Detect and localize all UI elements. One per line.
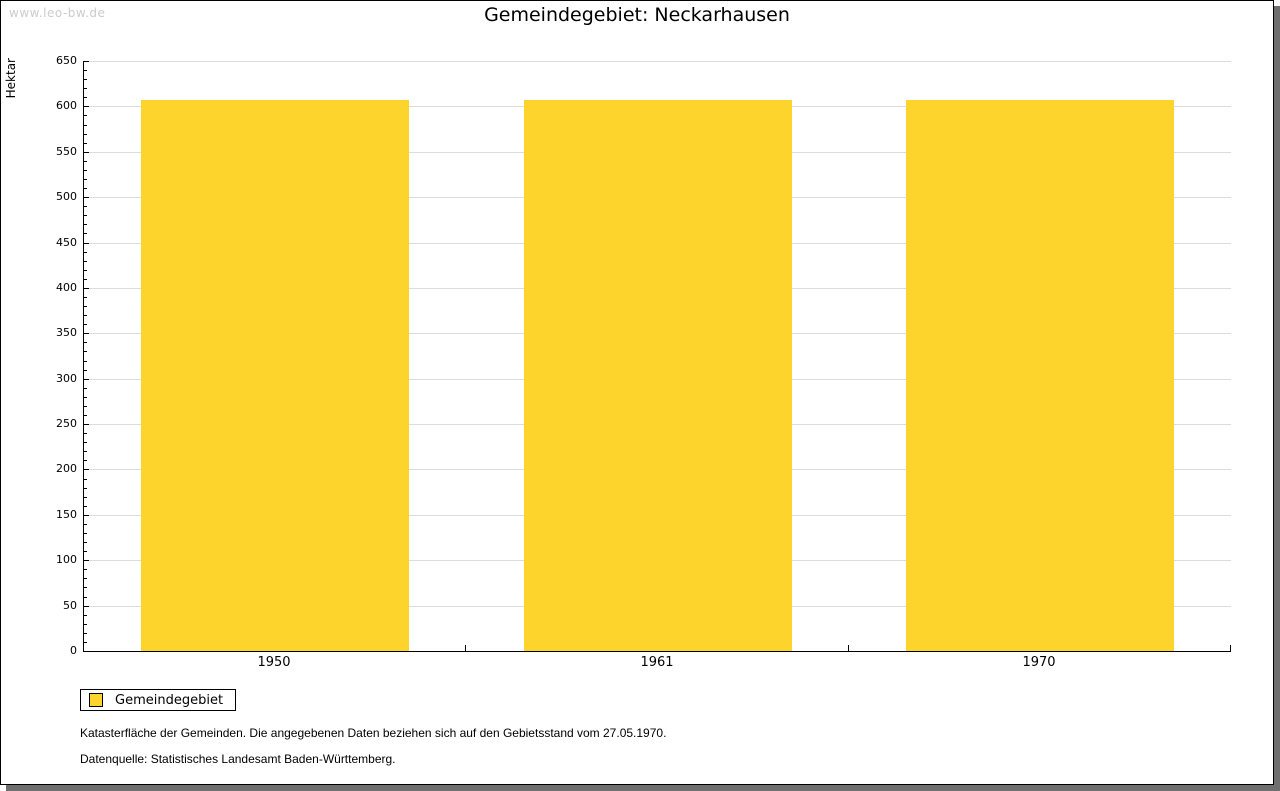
y-axis-minor-tick <box>84 451 87 452</box>
y-axis-tick-label: 350 <box>56 326 77 339</box>
y-axis-minor-tick <box>84 388 87 389</box>
y-axis-minor-tick <box>84 633 87 634</box>
y-axis-minor-tick <box>84 306 87 307</box>
y-axis-minor-tick <box>84 442 87 443</box>
y-axis-minor-tick <box>84 279 87 280</box>
y-axis-minor-tick <box>84 215 87 216</box>
y-axis-tick-label: 300 <box>56 372 77 385</box>
legend-swatch-icon <box>89 693 103 707</box>
y-axis-minor-tick <box>84 315 87 316</box>
bar <box>906 100 1174 651</box>
y-axis-minor-tick <box>84 361 87 362</box>
y-axis-minor-tick <box>84 161 87 162</box>
y-axis-minor-tick <box>84 206 87 207</box>
y-axis-tick-label: 0 <box>70 644 77 657</box>
y-axis-minor-tick <box>84 233 87 234</box>
y-axis-minor-tick <box>84 179 87 180</box>
x-axis-tick-label: 1961 <box>640 655 674 670</box>
y-axis-minor-tick <box>84 324 87 325</box>
y-axis-minor-tick <box>84 506 87 507</box>
y-axis-minor-tick <box>84 88 87 89</box>
y-axis-tick-label: 600 <box>56 99 77 112</box>
y-axis-major-tick <box>84 606 89 607</box>
y-axis-major-tick <box>84 288 89 289</box>
y-axis-minor-tick <box>84 542 87 543</box>
y-axis-minor-tick <box>84 624 87 625</box>
y-axis-minor-tick <box>84 497 87 498</box>
y-axis-tick-label: 50 <box>63 599 77 612</box>
y-axis-tick-label: 450 <box>56 236 77 249</box>
watermark: www.leo-bw.de <box>9 6 106 20</box>
y-axis-minor-tick <box>84 115 87 116</box>
y-axis-minor-tick <box>84 252 87 253</box>
y-axis-minor-tick <box>84 460 87 461</box>
y-axis-minor-tick <box>84 370 87 371</box>
y-axis-tick-label: 150 <box>56 508 77 521</box>
y-axis-tick-label: 100 <box>56 553 77 566</box>
y-axis-tick-label: 200 <box>56 462 77 475</box>
y-axis-major-tick <box>84 61 89 62</box>
y-axis-minor-tick <box>84 170 87 171</box>
x-axis-tick <box>465 645 466 651</box>
y-axis-major-tick <box>84 333 89 334</box>
plot-area <box>83 61 1231 652</box>
x-axis-tick <box>1230 645 1231 651</box>
y-axis-minor-tick <box>84 578 87 579</box>
legend-label: Gemeindegebiet <box>115 692 224 708</box>
y-axis-major-tick <box>84 243 89 244</box>
y-axis-minor-tick <box>84 615 87 616</box>
y-axis-major-tick <box>84 106 89 107</box>
y-axis-major-tick <box>84 197 89 198</box>
y-axis-minor-tick <box>84 125 87 126</box>
y-axis-minor-tick <box>84 342 87 343</box>
y-axis-minor-tick <box>84 533 87 534</box>
x-axis-tick <box>848 645 849 651</box>
y-axis-minor-tick <box>84 270 87 271</box>
y-axis-minor-tick <box>84 261 87 262</box>
y-axis-major-tick <box>84 424 89 425</box>
y-axis-tick-label: 500 <box>56 190 77 203</box>
y-axis-minor-tick <box>84 642 87 643</box>
footnote-source: Datenquelle: Statistisches Landesamt Bad… <box>80 752 396 766</box>
y-axis-tick-label: 250 <box>56 417 77 430</box>
y-axis-minor-tick <box>84 70 87 71</box>
y-axis-minor-tick <box>84 143 87 144</box>
x-axis-tick-label: 1950 <box>257 655 291 670</box>
y-axis-minor-tick <box>84 297 87 298</box>
y-axis-minor-tick <box>84 134 87 135</box>
y-axis-minor-tick <box>84 415 87 416</box>
y-axis-minor-tick <box>84 569 87 570</box>
y-axis-tick-label: 550 <box>56 145 77 158</box>
y-axis-minor-tick <box>84 488 87 489</box>
y-axis-minor-tick <box>84 524 87 525</box>
bar <box>141 100 409 651</box>
y-axis-major-tick <box>84 515 89 516</box>
y-axis-major-tick <box>84 379 89 380</box>
y-axis-minor-tick <box>84 79 87 80</box>
y-axis-minor-tick <box>84 397 87 398</box>
y-axis-minor-tick <box>84 433 87 434</box>
y-axis-minor-tick <box>84 224 87 225</box>
y-axis-tick-label: 650 <box>56 54 77 67</box>
y-axis-tick-label: 400 <box>56 281 77 294</box>
x-axis-tick-label: 1970 <box>1022 655 1056 670</box>
y-axis-minor-tick <box>84 597 87 598</box>
footnote-description: Katasterfläche der Gemeinden. Die angege… <box>80 726 667 740</box>
legend: Gemeindegebiet <box>80 689 236 711</box>
bar <box>524 100 792 651</box>
y-axis-minor-tick <box>84 351 87 352</box>
gridline <box>84 61 1231 62</box>
y-axis-minor-tick <box>84 406 87 407</box>
y-axis-minor-tick <box>84 479 87 480</box>
y-axis-minor-tick <box>84 551 87 552</box>
y-axis-major-tick <box>84 152 89 153</box>
y-axis-minor-tick <box>84 188 87 189</box>
chart-title: Gemeindegebiet: Neckarhausen <box>484 4 790 26</box>
y-axis-major-tick <box>84 560 89 561</box>
y-axis-minor-tick <box>84 97 87 98</box>
y-axis-major-tick <box>84 469 89 470</box>
y-axis-minor-tick <box>84 587 87 588</box>
